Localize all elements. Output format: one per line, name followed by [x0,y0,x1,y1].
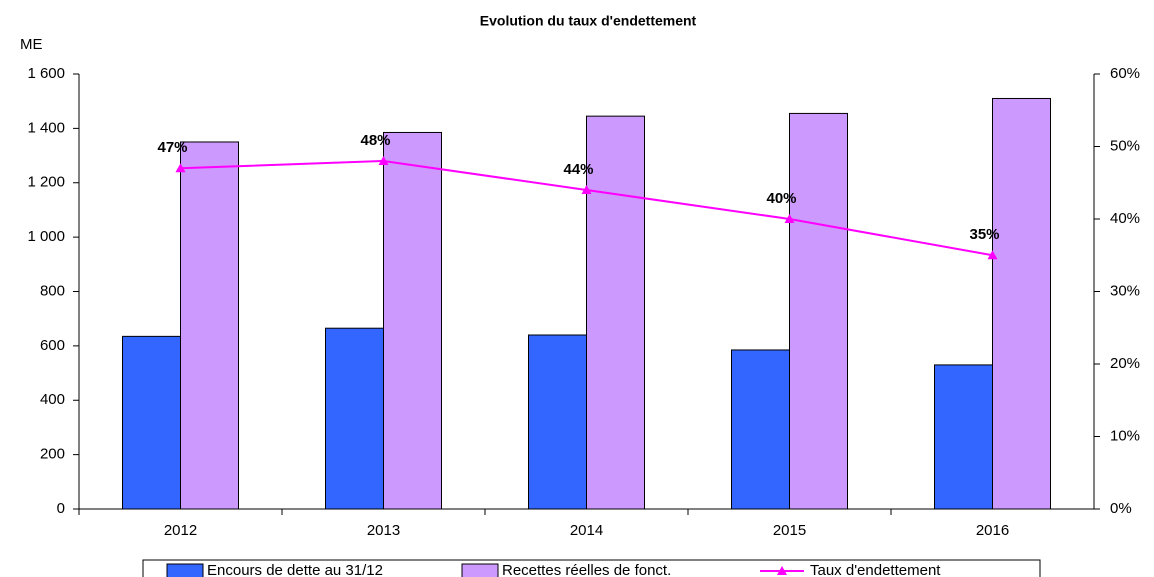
y-tick-label: 1 000 [27,228,65,245]
bar [383,131,442,510]
x-tick-label: 2012 [164,522,197,539]
y-tick-label: 0 [57,500,65,517]
y-tick-label: 200 [40,446,65,463]
x-tick-label: 2014 [570,522,603,539]
y-tick-label: 800 [40,282,65,299]
y-tick-label: 600 [40,337,65,354]
marker [378,156,389,165]
y-tick-label: 400 [40,391,65,408]
bar [789,112,848,510]
bar [180,141,239,510]
bar [934,364,993,510]
data-label: 40% [766,190,796,207]
marker [987,250,998,260]
y2-tick-label: 50% [1110,137,1140,154]
x-tick-label: 2016 [976,522,1009,539]
y-tick-label: 1 400 [27,119,65,136]
y2-tick-label: 20% [1110,355,1140,372]
data-label: 47% [157,139,187,156]
marker [175,163,186,173]
bar [325,327,384,510]
data-label: 35% [969,226,999,243]
legend-swatch [461,563,499,577]
marker [581,185,592,194]
legend-marker [777,566,787,575]
bar [731,349,790,510]
data-label: 48% [360,132,390,149]
bar [586,115,645,510]
y-tick-label: 1 600 [27,65,65,82]
y2-tick-label: 60% [1110,65,1140,82]
y2-tick-label: 30% [1110,282,1140,299]
y2-tick-label: 40% [1110,210,1140,227]
bar [528,334,587,510]
legend-label: Recettes réelles de fonct. [502,562,671,577]
bar [122,335,181,510]
legend-swatch [166,563,204,577]
chart-title: Evolution du taux d'endettement [480,13,697,29]
bar [992,97,1051,510]
legend-box [142,559,1041,577]
y-axis-label: ME [20,36,43,53]
marker [784,214,795,223]
y-tick-label: 1 200 [27,174,65,191]
y2-tick-label: 0% [1110,500,1132,517]
legend-label: Taux d'endettement [810,562,941,577]
data-label: 44% [563,161,593,178]
legend-label: Encours de dette au 31/12 [207,562,383,577]
x-tick-label: 2015 [773,522,806,539]
y2-tick-label: 10% [1110,427,1140,444]
x-tick-label: 2013 [367,522,400,539]
